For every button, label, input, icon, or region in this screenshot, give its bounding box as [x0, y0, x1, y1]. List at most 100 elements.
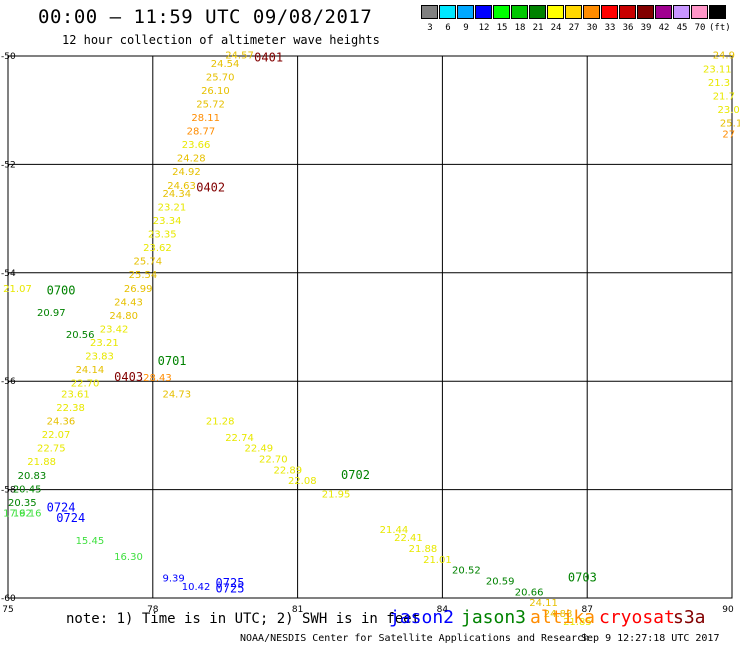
pass-time-label: 0724: [47, 500, 76, 514]
wave-height-value: 25.54: [129, 270, 158, 281]
legend-swatch: [457, 5, 474, 19]
wave-height-value: 28.77: [187, 127, 216, 138]
legend-label: 24: [550, 23, 562, 33]
pass-time-label: 0700: [47, 283, 76, 297]
wave-height-value: 21.28: [206, 417, 235, 428]
legend-label: 36: [622, 23, 634, 33]
credit-text: NOAA/NESDIS Center for Satellite Applica…: [240, 633, 590, 644]
pass-time-label: 0401: [254, 50, 283, 64]
wave-height-value: 21.85: [563, 617, 592, 628]
wave-height-value: 24.28: [177, 154, 206, 165]
wave-height-value: 23.0: [718, 105, 740, 116]
wave-height-value: 24.57: [225, 51, 254, 62]
legend-label: 12: [478, 23, 490, 33]
latitude-tick-label: -60: [1, 594, 16, 604]
latitude-tick-label: -56: [1, 377, 16, 387]
wave-height-value: 21.95: [322, 490, 351, 501]
legend-swatch: [439, 5, 456, 19]
satellite-jason3-label: jason3: [461, 607, 527, 628]
generation-timestamp: Sep 9 12:27:18 UTC 2017: [581, 633, 720, 644]
legend-label: 18: [514, 23, 526, 33]
wave-height-value: 26.99: [124, 284, 153, 295]
map-frame: [7, 55, 733, 599]
legend-swatch: [475, 5, 492, 19]
wave-height-value: 22.74: [225, 433, 254, 444]
wave-height-value: 22.70: [259, 455, 288, 466]
latitude-tick-label: -54: [1, 269, 16, 279]
legend-swatch: [493, 5, 510, 19]
map-title: 00:00 – 11:59 UTC 09/08/2017: [38, 6, 373, 28]
wave-height-value: 21.44: [380, 525, 409, 536]
pass-time-label: 0403: [114, 370, 143, 384]
wave-height-value: 23.21: [90, 338, 119, 349]
pass-time-label: 0402: [196, 181, 225, 195]
legend-swatch: [583, 5, 600, 19]
wave-height-value: 24.14: [76, 365, 105, 376]
legend-label: 27: [568, 23, 580, 33]
wave-height-value: 21.3: [708, 78, 730, 89]
latitude-tick-label: -50: [1, 52, 16, 62]
wave-height-value: 10.42: [182, 582, 211, 593]
footer-note: note: 1) Time is in UTC; 2) SWH is in fe…: [66, 611, 421, 627]
longitude-tick-label: 84: [437, 605, 449, 615]
longitude-tick-label: 81: [292, 605, 303, 615]
longitude-tick-label: 90: [722, 605, 734, 615]
wave-height-value: 20.52: [452, 566, 481, 577]
legend-swatch: [673, 5, 690, 19]
wave-height-value: 24.9: [713, 51, 735, 62]
legend-label: 9: [463, 23, 469, 33]
legend-swatch: [691, 5, 708, 19]
pass-time-label: 0703: [568, 571, 597, 585]
wave-height-value: 21.88: [409, 544, 438, 555]
wave-height-value: 22.07: [42, 430, 71, 441]
wave-height-value: 22.89: [273, 465, 302, 476]
legend-swatch: [565, 5, 582, 19]
pass-time-label: 0725: [216, 576, 245, 590]
wave-height-value: 23.62: [143, 243, 172, 254]
legend-label: 45: [676, 23, 688, 33]
wave-height-value: 15.45: [76, 536, 105, 547]
wave-height-value: 20.45: [13, 484, 42, 495]
latitude-tick-label: -52: [1, 160, 16, 170]
satellite-cryosat-label: cryosat: [599, 607, 675, 628]
satellite-jason2-label: jason2: [389, 607, 455, 628]
wave-height-value: 20.59: [486, 576, 515, 587]
wave-height-value: 24.63: [167, 181, 196, 192]
wave-height-value: 9.39: [162, 574, 184, 585]
wave-height-value: 22.70: [71, 379, 100, 390]
wave-height-value: 24.73: [162, 389, 191, 400]
pass-time-label: 0725: [216, 582, 245, 596]
legend-swatch: [601, 5, 618, 19]
wave-height-value: 25.74: [133, 257, 162, 268]
wave-height-value: 22.38: [56, 403, 85, 414]
legend-label: (ft): [709, 23, 731, 33]
wave-height-value: 22.41: [394, 533, 423, 544]
legend-label: 33: [604, 23, 616, 33]
pass-time-label: 0701: [158, 354, 187, 368]
legend-label: 3: [427, 23, 433, 33]
legend-swatch: [529, 5, 546, 19]
wave-height-value: 21.01: [423, 555, 452, 566]
legend-label: 39: [640, 23, 652, 33]
wave-height-value: 20.56: [66, 330, 95, 341]
satellite-s3a-label: s3a: [673, 607, 706, 628]
wave-height-value: 24.36: [47, 417, 76, 428]
legend-label: 30: [586, 23, 598, 33]
wave-height-value: 23.11: [703, 64, 732, 75]
wave-height-value: 22.08: [288, 476, 317, 487]
legend-swatch: [547, 5, 564, 19]
wave-height-value: 17.92: [3, 509, 32, 520]
wave-height-value: 24.80: [109, 311, 138, 322]
legend-label: 6: [445, 23, 451, 33]
wave-height-value: 24.43: [114, 297, 143, 308]
wave-height-value: 24.88: [544, 609, 573, 620]
legend-swatch: [421, 5, 438, 19]
legend-label: 21: [532, 23, 544, 33]
wave-height-value: 24.11: [529, 598, 558, 609]
wave-height-value: 24.54: [211, 59, 240, 70]
wave-height-value: 25.72: [196, 99, 225, 110]
pass-time-label: 0702: [341, 468, 370, 482]
wave-height-value: 22.49: [245, 444, 274, 455]
wave-height-value: 23.42: [100, 324, 129, 335]
wave-height-value: 25.70: [206, 72, 235, 83]
